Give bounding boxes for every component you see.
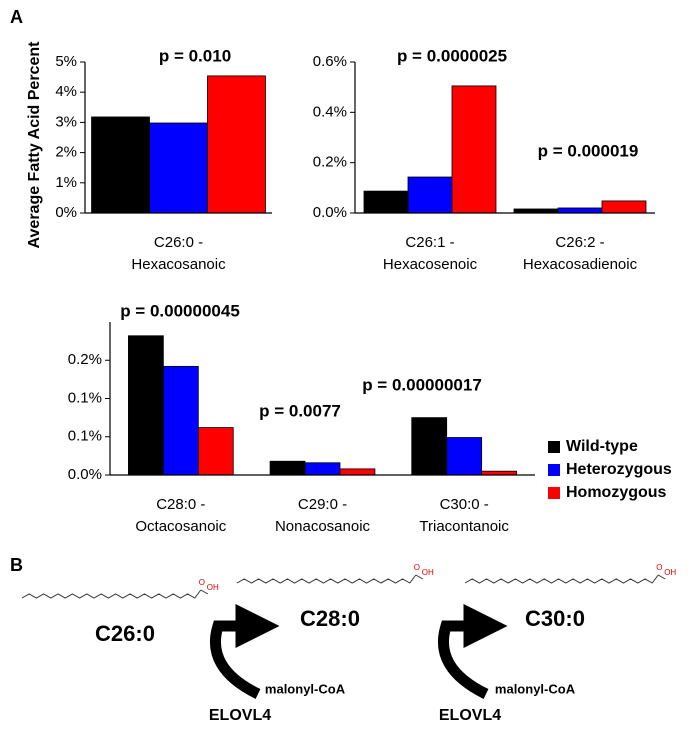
bar [557, 207, 603, 214]
bar [411, 417, 448, 476]
hydroxyl: OH [664, 568, 676, 577]
carbon-chain [21, 589, 202, 599]
x-tick-label: Octacosanoic [135, 518, 226, 535]
y-tick-label: 0.0% [68, 466, 102, 483]
legend-label: Wild-type [566, 438, 638, 455]
bar [269, 460, 306, 476]
annotation: p = 0.010 [159, 46, 231, 65]
x-tick-label: Hexacosenoic [383, 256, 478, 273]
legend-label: Heterozygous [566, 461, 672, 478]
panel-label: A [10, 7, 23, 27]
x-tick-label: C26:0 - [154, 234, 203, 251]
bar [91, 116, 150, 214]
hydroxyl: OH [207, 583, 219, 592]
bar [128, 335, 164, 476]
y-tick-label: 0% [55, 204, 77, 221]
carboxyl-bond [415, 574, 424, 580]
annotation: p = 0.000019 [538, 141, 639, 160]
y-tick-label: 5% [55, 53, 77, 70]
y-tick-label: 0.1% [68, 389, 102, 406]
compound-name: C28:0 [300, 606, 360, 631]
y-tick-label: 0.6% [313, 53, 347, 70]
carbon-chain [236, 574, 417, 584]
carboxyl-bond [657, 574, 666, 580]
x-tick-label: Triacontanoic [419, 518, 509, 535]
legend-swatch [548, 441, 560, 453]
bar [149, 122, 208, 214]
reaction-arrow [437, 604, 508, 699]
enzyme: ELOVL4 [439, 707, 501, 724]
cosubstrate: malonyl-CoA [495, 681, 576, 696]
panel-label: B [10, 555, 23, 575]
enzyme: ELOVL4 [209, 707, 271, 724]
y-axis-label: Average Fatty Acid Percent [26, 41, 43, 249]
carboxyl-bond [200, 589, 209, 595]
bar [162, 365, 199, 476]
annotation: p = 0.0000025 [397, 46, 507, 65]
carbon-chain [464, 574, 659, 584]
y-tick-label: 0.2% [68, 351, 102, 368]
legend-label: Homozygous [566, 484, 667, 501]
y-tick-label: 3% [55, 113, 77, 130]
cosubstrate: malonyl-CoA [265, 681, 346, 696]
reaction-arrow [209, 604, 280, 699]
compound-name: C30:0 [525, 606, 585, 631]
bar [207, 75, 266, 214]
x-tick-label: C26:1 - [405, 234, 454, 251]
bar [407, 176, 453, 214]
legend-swatch [548, 464, 560, 476]
y-tick-label: 0.0% [313, 204, 347, 221]
y-tick-label: 0.4% [313, 103, 347, 120]
hydroxyl: OH [422, 568, 434, 577]
bar [339, 468, 376, 476]
y-tick-label: 0.2% [313, 154, 347, 171]
x-tick-label: C30:0 - [440, 496, 489, 513]
bar [363, 190, 409, 214]
y-tick-label: 4% [55, 83, 77, 100]
y-tick-label: 0.1% [68, 428, 102, 445]
bar [601, 200, 647, 214]
x-tick-label: Hexacosadienoic [523, 256, 638, 273]
x-tick-label: Hexacosanoic [131, 256, 226, 273]
carbonyl: O [199, 578, 205, 587]
y-tick-label: 1% [55, 174, 77, 191]
carbonyl: O [414, 563, 420, 572]
bar [197, 427, 234, 476]
x-tick-label: C28:0 - [156, 496, 205, 513]
legend-swatch [548, 487, 560, 499]
x-tick-label: C26:2 - [555, 234, 604, 251]
bar [451, 85, 497, 214]
annotation: p = 0.00000017 [362, 375, 482, 394]
y-tick-label: 2% [55, 144, 77, 161]
carbonyl: O [656, 563, 662, 572]
x-tick-label: C29:0 - [298, 496, 347, 513]
bar [513, 208, 559, 214]
annotation: p = 0.00000045 [120, 301, 240, 320]
x-tick-label: Nonacosanoic [275, 518, 371, 535]
annotation: p = 0.0077 [259, 401, 341, 420]
compound-name: C26:0 [95, 621, 155, 646]
bar [304, 462, 341, 476]
bar [446, 437, 483, 476]
